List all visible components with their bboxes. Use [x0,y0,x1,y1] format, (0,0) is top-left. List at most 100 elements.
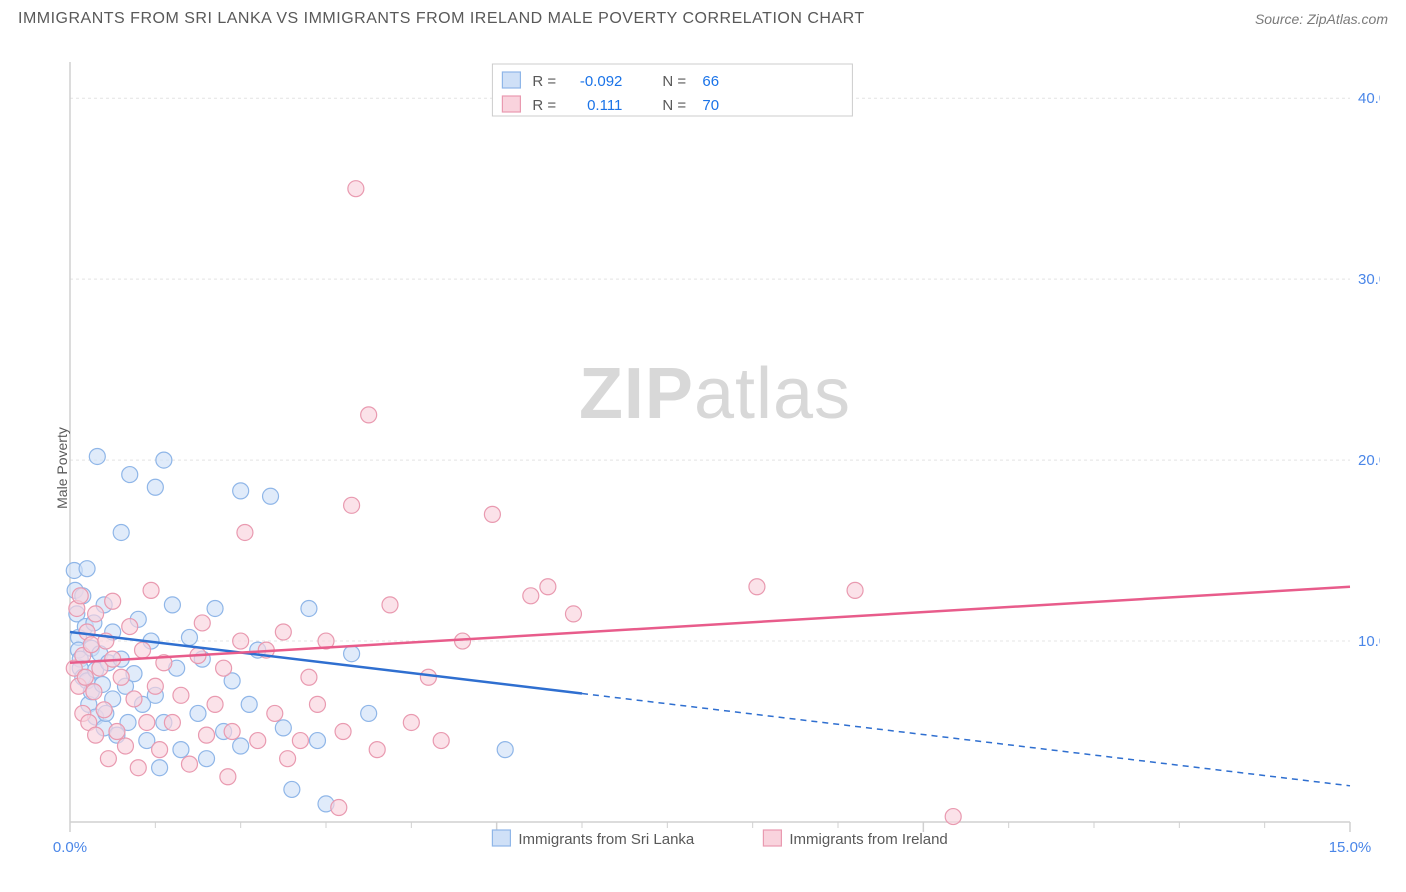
legend-stat: 70 [702,97,719,114]
scatter-point [284,781,300,797]
scatter-point [164,597,180,613]
legend-stat: N = [662,97,686,114]
legend-series-label: Immigrants from Sri Lanka [518,831,695,848]
scatter-point [403,714,419,730]
scatter-point [190,705,206,721]
y-tick-label: 10.0% [1358,633,1380,650]
legend-stat: R = [532,73,556,90]
scatter-point [348,181,364,197]
scatter-point [749,579,765,595]
scatter-point [96,702,112,718]
scatter-point [847,582,863,598]
scatter-chart: 10.0%20.0%30.0%40.0%0.0%15.0%R =-0.092N … [50,50,1380,870]
scatter-point [220,769,236,785]
scatter-point [164,714,180,730]
y-tick-label: 40.0% [1358,90,1380,107]
scatter-point [117,738,133,754]
scatter-point [109,724,125,740]
scatter-point [241,696,257,712]
scatter-point [77,669,93,685]
scatter-point [89,448,105,464]
scatter-point [335,724,351,740]
scatter-point [88,606,104,622]
scatter-point [233,738,249,754]
scatter-point [344,646,360,662]
scatter-point [207,600,223,616]
legend-swatch [502,72,520,88]
scatter-point [331,800,347,816]
scatter-point [369,742,385,758]
legend-stat: N = [662,73,686,90]
scatter-point [344,497,360,513]
scatter-point [233,633,249,649]
y-tick-label: 20.0% [1358,452,1380,469]
scatter-point [113,669,129,685]
scatter-point [152,742,168,758]
scatter-point [433,733,449,749]
scatter-point [143,582,159,598]
scatter-point [199,751,215,767]
scatter-point [309,733,325,749]
scatter-point [147,479,163,495]
scatter-point [152,760,168,776]
scatter-point [224,724,240,740]
legend-series-label: Immigrants from Ireland [789,831,947,848]
scatter-point [216,660,232,676]
scatter-point [233,483,249,499]
scatter-point [130,760,146,776]
scatter-point [139,714,155,730]
y-tick-label: 30.0% [1358,271,1380,288]
scatter-point [267,705,283,721]
scatter-point [100,751,116,767]
legend-stat: 0.111 [587,97,622,114]
regression-line-dashed [582,694,1350,786]
scatter-point [173,687,189,703]
scatter-point [540,579,556,595]
scatter-point [199,727,215,743]
scatter-point [194,615,210,631]
scatter-point [126,691,142,707]
scatter-point [181,756,197,772]
legend-swatch [502,96,520,112]
chart-title: IMMIGRANTS FROM SRI LANKA VS IMMIGRANTS … [18,10,865,28]
chart-source: Source: ZipAtlas.com [1255,11,1388,27]
scatter-point [88,727,104,743]
legend-swatch [492,830,510,846]
scatter-point [135,642,151,658]
scatter-point [945,809,961,825]
scatter-point [292,733,308,749]
scatter-point [523,588,539,604]
scatter-point [280,751,296,767]
legend-swatch [763,830,781,846]
chart-container: Male Poverty ZIPatlas 10.0%20.0%30.0%40.… [50,50,1380,870]
scatter-point [237,524,253,540]
scatter-point [86,684,102,700]
scatter-point [301,600,317,616]
regression-line [70,587,1350,663]
scatter-point [72,588,88,604]
scatter-point [361,705,377,721]
scatter-point [122,619,138,635]
scatter-point [455,633,471,649]
legend-stat: 66 [702,73,719,90]
scatter-point [565,606,581,622]
scatter-point [113,524,129,540]
scatter-point [147,678,163,694]
scatter-point [361,407,377,423]
scatter-point [497,742,513,758]
legend-stat: R = [532,97,556,114]
scatter-point [263,488,279,504]
scatter-point [301,669,317,685]
scatter-point [105,593,121,609]
x-tick-label: 0.0% [53,839,87,856]
scatter-point [207,696,223,712]
scatter-point [275,720,291,736]
y-axis-label: Male Poverty [54,427,70,509]
scatter-point [420,669,436,685]
scatter-point [122,467,138,483]
scatter-point [250,733,266,749]
scatter-point [156,452,172,468]
scatter-point [79,561,95,577]
scatter-point [275,624,291,640]
scatter-point [173,742,189,758]
